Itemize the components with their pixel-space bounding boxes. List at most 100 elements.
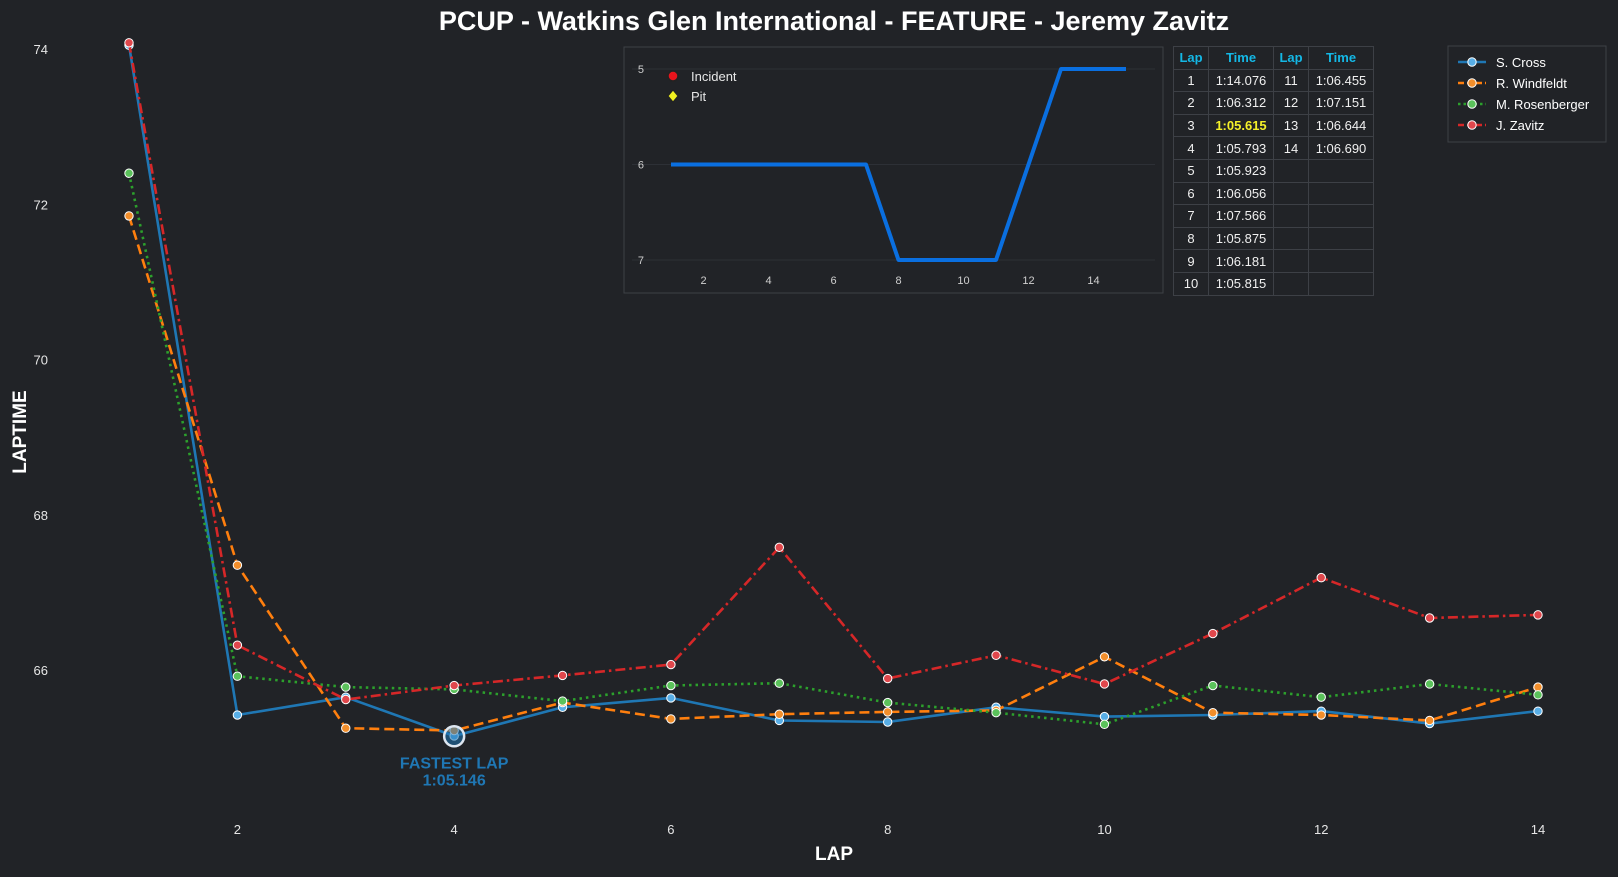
inset-x-tick-label: 8 bbox=[895, 275, 901, 287]
table-cell-lap: 3 bbox=[1173, 113, 1209, 138]
x-tick-label: 6 bbox=[667, 822, 674, 837]
table-row: 10 1:05.815 bbox=[1173, 271, 1374, 296]
table-cell-lap: 10 bbox=[1173, 271, 1209, 296]
x-tick-label: 2 bbox=[234, 822, 241, 837]
table-cell-lap: 7 bbox=[1173, 204, 1209, 228]
data-point bbox=[1316, 692, 1326, 702]
x-axis-label: LAP bbox=[815, 844, 853, 865]
table-cell-time: 1:05.923 bbox=[1208, 158, 1274, 183]
table-cell-lap: 2 bbox=[1173, 91, 1209, 115]
x-tick-label: 10 bbox=[1097, 822, 1111, 837]
table-row: 1 1:14.076 11 1:06.455 bbox=[1173, 68, 1374, 93]
fastest-lap-value: 1:05.146 bbox=[423, 772, 486, 789]
table-cell-time: 1:07.566 bbox=[1208, 204, 1274, 228]
table-cell-lap: 8 bbox=[1173, 226, 1209, 251]
series-line bbox=[127, 215, 1539, 732]
data-point bbox=[774, 542, 785, 553]
data-point bbox=[124, 168, 134, 178]
inset-x-tick-label: 14 bbox=[1087, 275, 1099, 287]
table-cell-lap: 4 bbox=[1173, 136, 1209, 160]
inset-legend-incident: Incident bbox=[691, 69, 737, 84]
inset-x-tick-label: 4 bbox=[765, 275, 771, 287]
data-point bbox=[882, 673, 893, 684]
inset-x-tick-label: 12 bbox=[1022, 275, 1034, 287]
data-point bbox=[882, 697, 893, 708]
inset-x-tick-label: 6 bbox=[830, 275, 836, 287]
data-point bbox=[1424, 613, 1435, 623]
table-cell-time: 1:07.151 bbox=[1308, 91, 1374, 115]
y-tick-label: 72 bbox=[34, 197, 48, 212]
inset-x-tick-label: 10 bbox=[957, 275, 969, 287]
table-cell-time bbox=[1308, 271, 1374, 296]
data-point bbox=[1316, 572, 1326, 583]
x-tick-label: 8 bbox=[884, 822, 891, 837]
table-cell-time: 1:05.793 bbox=[1208, 136, 1274, 160]
table-row: 3 1:05.615 13 1:06.644 bbox=[1173, 113, 1374, 138]
table-header-time: Time bbox=[1308, 46, 1374, 70]
table-cell-time bbox=[1308, 226, 1374, 251]
table-cell-lap: 14 bbox=[1273, 136, 1309, 160]
x-tick-label: 12 bbox=[1314, 822, 1328, 837]
data-point bbox=[232, 560, 243, 570]
legend-label: J. Zavitz bbox=[1496, 118, 1544, 133]
data-point bbox=[1099, 711, 1110, 722]
legend-label: S. Cross bbox=[1496, 55, 1546, 70]
table-cell-time: 1:06.644 bbox=[1308, 113, 1374, 138]
table-cell-time: 1:05.875 bbox=[1208, 226, 1274, 251]
series-line bbox=[127, 42, 1539, 701]
data-point bbox=[232, 640, 243, 650]
series-2 bbox=[124, 168, 1543, 730]
table-cell-time bbox=[1308, 249, 1374, 273]
series-1 bbox=[124, 211, 1543, 736]
data-point bbox=[991, 707, 1001, 718]
table-row: 4 1:05.793 14 1:06.690 bbox=[1173, 136, 1374, 160]
table-cell-lap bbox=[1273, 249, 1309, 273]
x-tick-label: 4 bbox=[451, 822, 458, 837]
data-point bbox=[1208, 680, 1218, 691]
inset-y-tick-labels: 5 6 7 bbox=[638, 64, 644, 267]
table-cell-time: 1:05.615 bbox=[1208, 113, 1274, 138]
data-point bbox=[557, 696, 568, 706]
table-cell-lap: 6 bbox=[1173, 181, 1209, 206]
fastest-lap-marker bbox=[442, 725, 466, 748]
table-cell-time: 1:06.181 bbox=[1208, 249, 1274, 273]
legend-marker bbox=[1467, 57, 1477, 67]
legend-marker bbox=[1467, 120, 1477, 130]
data-point bbox=[774, 678, 785, 688]
series-line bbox=[127, 44, 1539, 738]
table-cell-lap: 1 bbox=[1173, 68, 1209, 93]
table-header-lap: Lap bbox=[1173, 46, 1209, 70]
data-point bbox=[341, 723, 351, 733]
table-cell-lap bbox=[1273, 271, 1309, 296]
y-tick-labels: 66 68 70 72 74 bbox=[34, 42, 48, 678]
fastest-lap-label: FASTEST LAP bbox=[400, 755, 509, 772]
table-cell-lap: 13 bbox=[1273, 113, 1309, 138]
inset-x-tick-label: 2 bbox=[700, 275, 706, 287]
series-layer bbox=[124, 38, 1543, 741]
table-cell-lap bbox=[1273, 204, 1309, 228]
position-inset-chart: 5 6 7 2 4 6 8 10 12 14 Incident Pit bbox=[623, 46, 1164, 294]
table-cell-lap: 11 bbox=[1273, 68, 1309, 93]
table-cell-time: 1:06.312 bbox=[1208, 91, 1274, 115]
legend-marker bbox=[1467, 99, 1477, 109]
data-point bbox=[1099, 652, 1110, 662]
table-cell-lap bbox=[1273, 158, 1309, 183]
pit-marker-icon bbox=[667, 89, 679, 103]
data-point bbox=[1099, 719, 1110, 730]
series-line bbox=[127, 172, 1539, 726]
table-cell-time: 1:14.076 bbox=[1208, 68, 1274, 93]
table-cell-lap: 12 bbox=[1273, 91, 1309, 115]
data-point bbox=[449, 680, 459, 691]
table-row: 8 1:05.875 bbox=[1173, 226, 1374, 251]
data-point bbox=[1424, 715, 1435, 726]
data-point bbox=[882, 707, 893, 717]
table-cell-lap: 9 bbox=[1173, 249, 1209, 273]
data-point bbox=[1316, 710, 1326, 720]
table-cell-time: 1:05.815 bbox=[1208, 271, 1274, 296]
table-cell-lap bbox=[1273, 226, 1309, 251]
data-point bbox=[1424, 679, 1435, 689]
data-point bbox=[666, 693, 676, 703]
data-point bbox=[124, 38, 134, 48]
data-point bbox=[666, 714, 676, 724]
